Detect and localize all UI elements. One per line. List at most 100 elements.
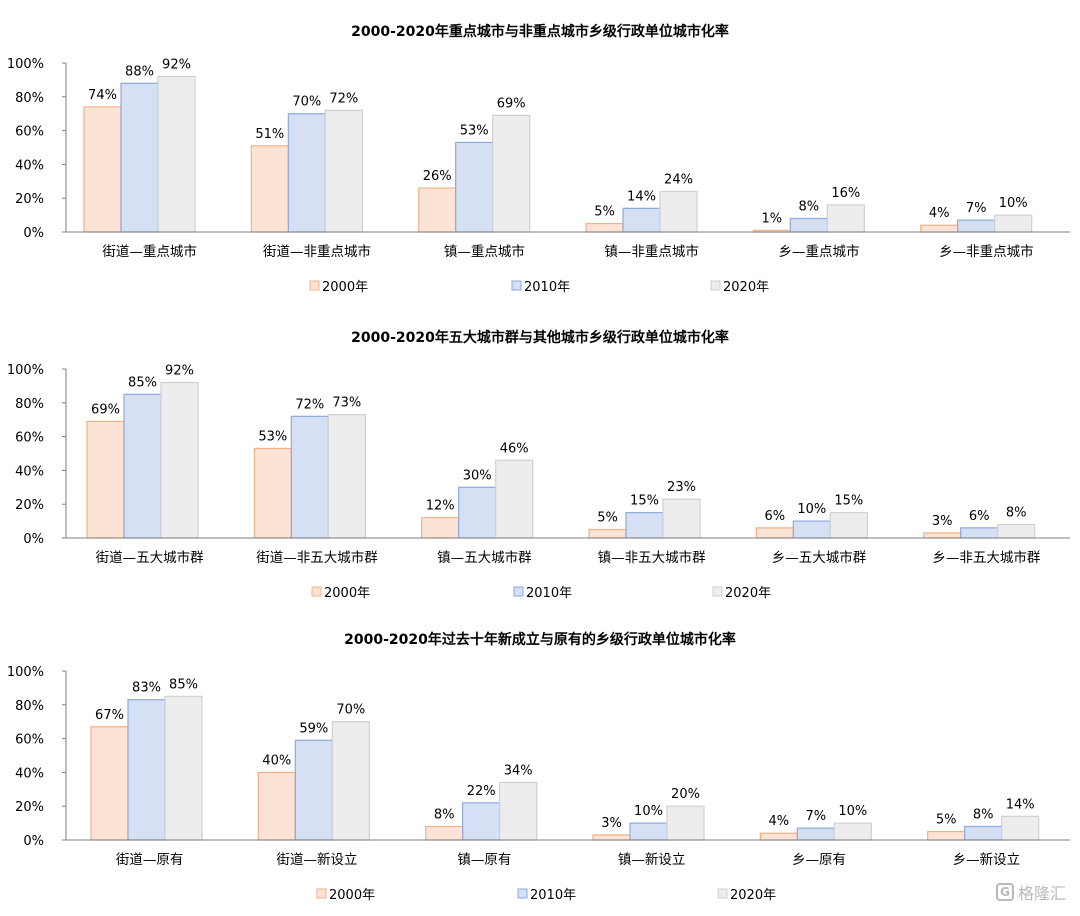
y-tick-label: 40%: [15, 766, 44, 781]
data-label: 12%: [426, 499, 455, 514]
bar: [789, 217, 828, 233]
legend-label: 2020年: [725, 586, 771, 601]
category-label: 镇—非重点城市: [604, 243, 699, 260]
data-label: 8%: [434, 807, 455, 822]
bar: [290, 415, 329, 539]
legend-swatch: [517, 888, 528, 899]
bar: [666, 805, 705, 841]
category-label: 镇—重点城市: [444, 243, 525, 260]
data-label: 74%: [88, 88, 117, 103]
data-label: 20%: [671, 787, 700, 802]
data-label: 92%: [165, 364, 194, 379]
bar: [927, 830, 966, 841]
legend-label: 2000年: [329, 888, 375, 903]
category-label: 街道—非重点城市: [263, 243, 371, 260]
bar: [164, 695, 203, 841]
bar: [287, 113, 326, 233]
data-label: 15%: [834, 494, 863, 509]
data-label: 5%: [936, 813, 957, 828]
data-label: 46%: [500, 441, 529, 456]
bar: [662, 498, 701, 539]
data-label: 83%: [132, 681, 161, 696]
watermark-logo-icon: G: [995, 883, 1014, 901]
legend-swatch: [513, 586, 524, 597]
data-label: 3%: [601, 816, 622, 831]
bar: [829, 512, 868, 539]
data-label: 6%: [969, 509, 990, 524]
data-label: 3%: [932, 514, 953, 529]
data-label: 30%: [463, 468, 492, 483]
bar: [994, 214, 1033, 233]
data-label: 88%: [125, 64, 154, 79]
data-label: 72%: [295, 397, 324, 412]
y-tick-label: 100%: [7, 363, 44, 378]
y-tick-label: 80%: [15, 699, 44, 714]
legend-label: 2010年: [526, 586, 572, 601]
bar: [331, 721, 370, 841]
y-tick-label: 20%: [15, 498, 44, 513]
bar: [659, 190, 698, 233]
bar: [250, 145, 289, 233]
bar: [588, 528, 627, 539]
category-label: 街道—重点城市: [102, 243, 197, 260]
bar: [755, 527, 794, 539]
data-label: 1%: [762, 211, 783, 226]
data-label: 15%: [630, 494, 659, 509]
data-label: 4%: [769, 814, 790, 829]
data-label: 92%: [162, 58, 191, 73]
y-tick-label: 60%: [15, 431, 44, 446]
bar: [458, 486, 497, 539]
legend-swatch: [717, 888, 728, 899]
watermark-text: 格隆汇: [1017, 884, 1066, 903]
category-label: 镇—非五大城市群: [598, 549, 706, 566]
bar: [920, 224, 959, 233]
bar: [421, 517, 460, 539]
bar: [253, 447, 292, 539]
legend-label: 2000年: [324, 586, 370, 601]
data-label: 59%: [299, 721, 328, 736]
bar: [127, 699, 166, 841]
bar: [257, 771, 296, 841]
category-label: 乡—重点城市: [779, 243, 860, 260]
data-label: 14%: [627, 189, 656, 204]
data-label: 7%: [966, 201, 987, 216]
legend-swatch: [710, 280, 721, 291]
bar: [90, 726, 129, 841]
bar: [418, 187, 457, 233]
data-label: 51%: [255, 127, 284, 142]
data-label: 8%: [799, 199, 820, 214]
data-label: 4%: [929, 206, 950, 221]
bar: [796, 827, 835, 841]
bar: [833, 822, 872, 841]
data-label: 34%: [504, 764, 533, 779]
data-label: 23%: [667, 480, 696, 495]
bar: [759, 832, 798, 841]
bar: [585, 222, 624, 233]
bar: [324, 109, 363, 233]
y-tick-label: 40%: [15, 158, 44, 173]
bar: [327, 414, 366, 539]
bar: [1001, 815, 1040, 841]
data-label: 5%: [594, 205, 615, 220]
y-tick-label: 80%: [15, 91, 44, 106]
bar: [495, 459, 534, 539]
data-label: 14%: [1006, 797, 1035, 812]
legend-swatch: [311, 586, 322, 597]
y-tick-label: 20%: [15, 192, 44, 207]
y-tick-label: 100%: [7, 665, 44, 680]
bar: [425, 825, 464, 841]
data-label: 16%: [831, 186, 860, 201]
category-label: 街道—新设立: [277, 852, 358, 868]
data-label: 10%: [634, 804, 663, 819]
data-label: 53%: [258, 429, 287, 444]
category-label: 乡—非重点城市: [939, 243, 1034, 260]
data-label: 8%: [1006, 505, 1027, 520]
bar: [592, 834, 631, 841]
bar: [492, 114, 531, 233]
bar: [625, 512, 664, 539]
bar: [83, 106, 122, 233]
data-label: 10%: [838, 804, 867, 819]
chart-title: 2000-2020年过去十年新成立与原有的乡级行政单位城市化率: [344, 631, 736, 648]
bar: [622, 207, 661, 233]
